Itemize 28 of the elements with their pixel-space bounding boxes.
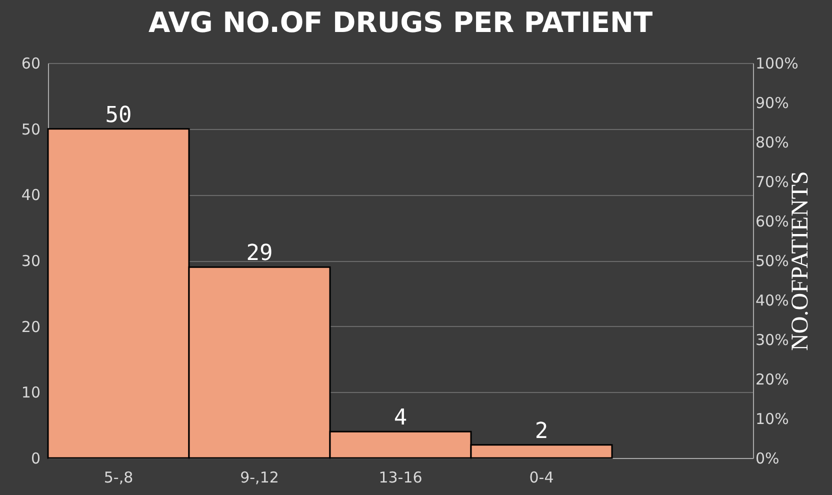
x-tick-label: 0-4 — [529, 468, 554, 486]
y-tick-label: 10 — [21, 384, 40, 402]
y2-tick-label: 100% — [756, 54, 798, 72]
x-tick-label: 13-16 — [378, 468, 422, 486]
y2-tick-label: 90% — [756, 94, 789, 112]
y-tick-label: 50 — [21, 120, 40, 138]
x-tick-label: 5-,8 — [104, 468, 134, 486]
y2-tick-label: 40% — [756, 292, 789, 310]
y2-tick-label: 0% — [756, 450, 780, 468]
y-tick-label: 30 — [21, 252, 40, 270]
data-label: 4 — [394, 406, 408, 431]
y2-tick-label: 10% — [756, 410, 789, 428]
y-tick-label: 60 — [21, 54, 40, 72]
y2-tick-label: 50% — [756, 252, 789, 270]
y-tick-label: 20 — [21, 318, 40, 336]
data-label: 2 — [534, 418, 548, 444]
y2-tick-label: 70% — [756, 173, 789, 191]
data-label: 29 — [246, 241, 273, 266]
x-tick-label: 9-,12 — [240, 468, 279, 486]
y2-tick-label: 20% — [756, 370, 789, 388]
y2-tick-label: 30% — [756, 331, 789, 349]
y2-tick-label: 80% — [756, 134, 789, 152]
y-tick-label: 40 — [21, 186, 40, 204]
chart-title: AVG NO.OF DRUGS PER PATIENT — [148, 6, 653, 39]
y2-axis-title: NO.OFPATIENTS — [787, 171, 814, 351]
y-tick-label: 0 — [30, 450, 40, 468]
y2-tick-label: 60% — [756, 212, 789, 230]
data-label: 50 — [105, 102, 132, 128]
